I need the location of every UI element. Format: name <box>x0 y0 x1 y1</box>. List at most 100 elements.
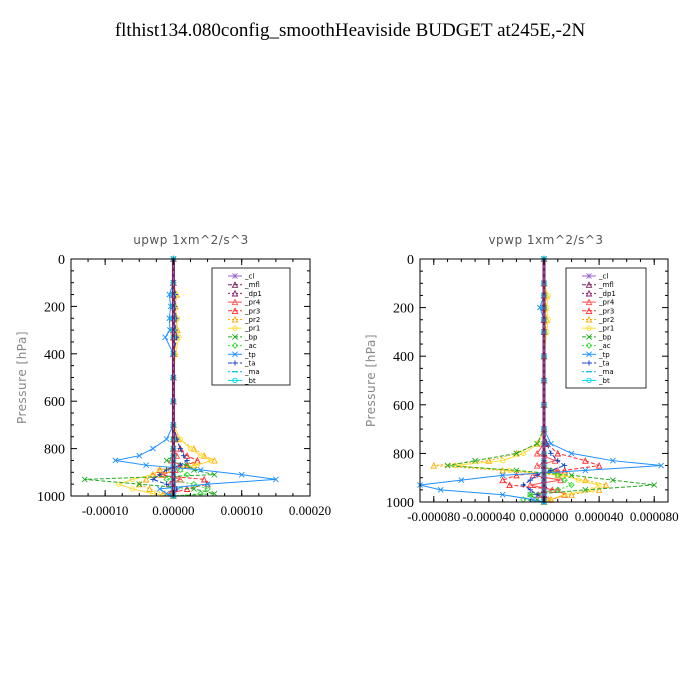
data-point <box>136 481 143 488</box>
data-point <box>162 334 169 341</box>
series-line <box>419 259 662 503</box>
legend-label: _ac <box>244 342 257 350</box>
y-tick-label: 600 <box>393 399 414 414</box>
data-point <box>534 472 540 478</box>
x-tick-label: -0.000040 <box>462 509 515 524</box>
y-tick-label: 1000 <box>37 490 65 505</box>
data-point <box>163 490 170 497</box>
figure-title: flthist134.080config_smoothHeaviside BUD… <box>114 20 586 41</box>
data-point <box>181 453 187 459</box>
data-point <box>568 450 575 457</box>
x-tick-label: 0.00000 <box>152 503 194 518</box>
data-point <box>582 467 589 474</box>
data-point <box>150 445 156 452</box>
data-point <box>499 476 506 484</box>
legend-marker <box>585 307 593 314</box>
data-point <box>527 477 533 483</box>
data-point <box>198 453 204 459</box>
data-point <box>520 450 526 457</box>
data-point <box>136 452 143 459</box>
data-point <box>430 461 438 469</box>
data-point <box>513 471 520 479</box>
data-point <box>458 477 465 484</box>
data-point <box>554 449 562 457</box>
data-point <box>184 462 191 469</box>
data-point <box>568 472 575 479</box>
data-point <box>157 472 163 478</box>
legend-marker <box>231 342 239 349</box>
data-point <box>204 481 211 488</box>
legend-marker <box>232 377 238 384</box>
data-point <box>609 477 616 484</box>
legend-label: _bt <box>244 377 256 385</box>
legend-label: _ac <box>598 342 611 350</box>
data-point <box>156 485 163 492</box>
data-point <box>596 482 602 488</box>
data-point <box>500 458 506 464</box>
data-point <box>547 440 554 447</box>
legend-box <box>565 267 647 389</box>
y-tick-label: 800 <box>44 443 65 458</box>
data-point <box>164 481 170 487</box>
series-line <box>84 259 215 497</box>
legend-label: _pr4 <box>244 299 261 307</box>
legend-marker <box>585 289 593 297</box>
chart-title: vpwp 1xm^2/s^3 <box>488 233 603 247</box>
data-point <box>183 471 191 478</box>
data-point <box>536 304 543 311</box>
data-point <box>166 315 173 322</box>
legend-label: _mfl <box>244 281 260 289</box>
data-point <box>177 466 184 474</box>
data-point <box>582 476 589 484</box>
legend-marker <box>231 281 239 288</box>
data-point <box>533 461 541 469</box>
legend-marker <box>586 333 592 340</box>
data-point <box>568 481 575 489</box>
y-tick-label: 800 <box>393 447 414 462</box>
legend-label: _ta <box>244 360 256 368</box>
data-point <box>272 476 279 483</box>
x-tick-label: -0.000080 <box>407 509 460 524</box>
y-tick-label: 400 <box>44 348 65 363</box>
data-point <box>527 487 533 493</box>
data-point <box>568 491 575 498</box>
data-point <box>562 492 568 498</box>
legend: _cl_mfl_dp1_pr4_pr3_pr2_pr1_bp_ac_tp_ta_… <box>565 267 647 389</box>
legend-label: _cl <box>598 273 608 281</box>
legend-label: _bt <box>598 377 610 385</box>
data-point <box>530 496 536 503</box>
y-tick-label: 400 <box>393 350 414 365</box>
y-tick-label: 200 <box>393 302 414 317</box>
x-tick-label: -0.00010 <box>82 503 129 518</box>
data-point <box>190 467 197 473</box>
y-tick-label: 0 <box>58 253 65 268</box>
data-point <box>163 436 170 443</box>
legend-box <box>211 267 291 386</box>
data-point <box>208 457 214 464</box>
legend-label: _pr1 <box>244 325 260 333</box>
data-point <box>116 481 122 487</box>
y-tick-label: 600 <box>44 395 65 410</box>
data-point <box>146 485 153 492</box>
legend-marker <box>585 342 593 349</box>
data-point <box>554 486 562 494</box>
data-point <box>595 486 603 493</box>
data-point <box>582 457 589 464</box>
legend-label: _ma <box>244 368 260 376</box>
chart-panel-1: upwp 1xm^2/s^3 Pressure [hPa] 0 200 400 600 80… <box>15 233 331 518</box>
data-point <box>444 462 451 469</box>
data-point <box>177 462 183 468</box>
data-point <box>555 458 561 464</box>
legend-label: _tp <box>598 351 610 359</box>
legend-marker <box>232 333 238 340</box>
data-point <box>575 477 582 483</box>
data-point <box>142 475 150 483</box>
data-point <box>204 485 211 493</box>
data-point <box>197 467 204 473</box>
y-axis-label: Pressure [hPa] <box>15 331 29 424</box>
data-point <box>506 481 513 489</box>
data-point <box>602 481 610 489</box>
data-point <box>211 490 218 497</box>
legend-marker <box>585 315 593 323</box>
legend-label: _pr3 <box>244 307 260 315</box>
